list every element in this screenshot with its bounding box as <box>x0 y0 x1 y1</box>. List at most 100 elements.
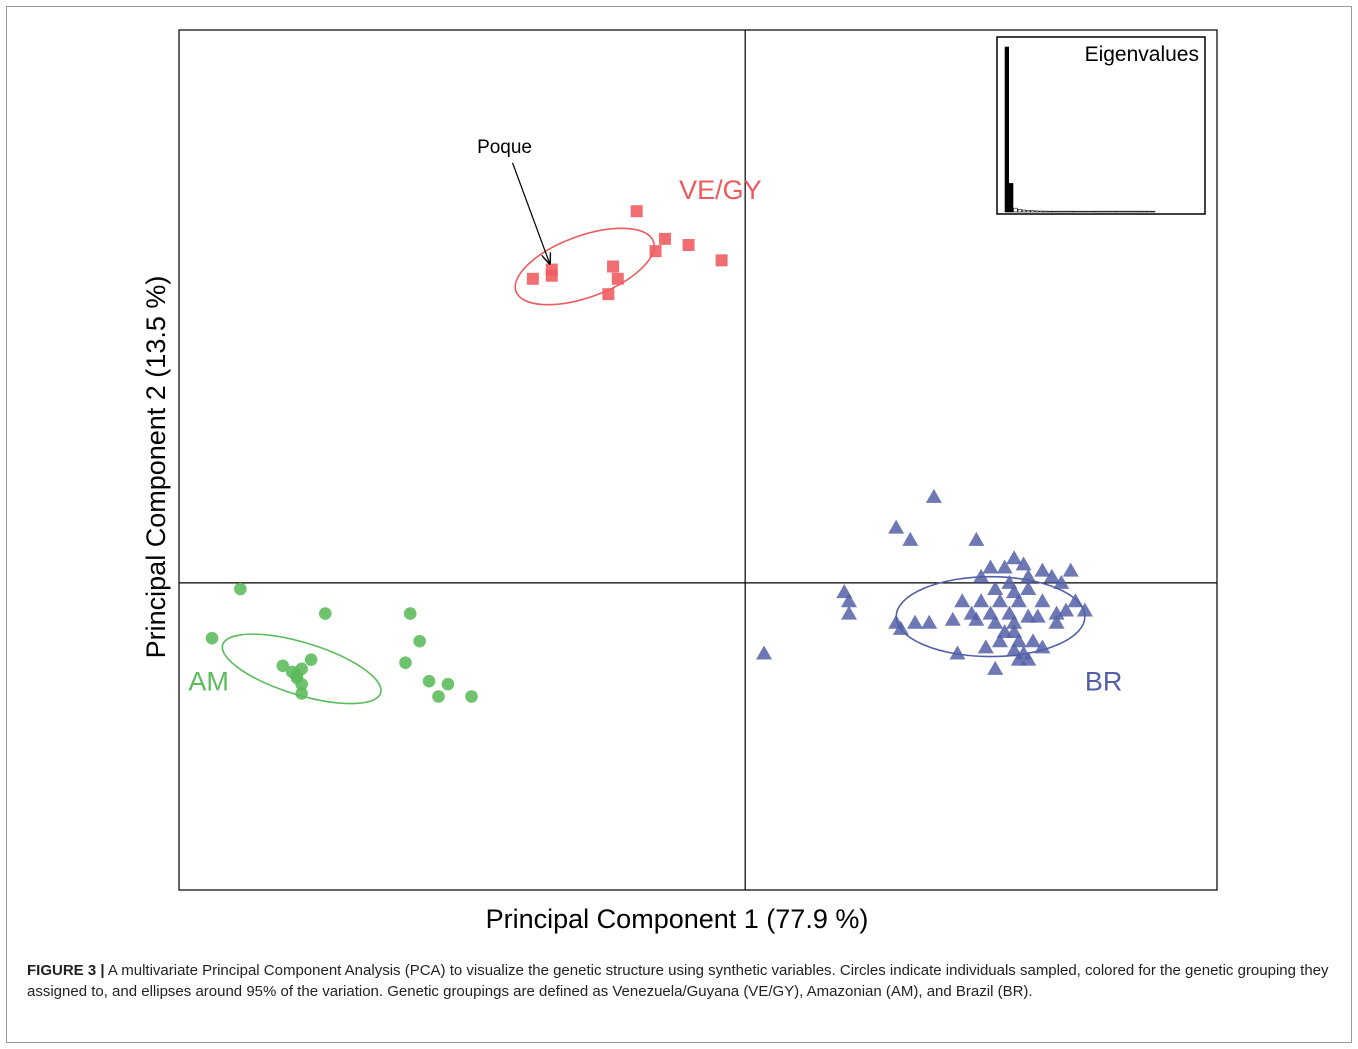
point-ve-gy-5 <box>715 254 728 267</box>
point-br-5 <box>1006 550 1023 565</box>
inset-title: Eigenvalues <box>1085 43 1199 66</box>
point-br-39 <box>1006 614 1023 629</box>
point-br-26 <box>1067 593 1084 608</box>
point-br-57 <box>756 645 773 660</box>
figure-frame: VE/GY AM BR Poque Eigenvalues Principal Comp… <box>6 6 1352 1043</box>
point-br-16 <box>987 581 1004 595</box>
caption-text: A multivariate Principal Component Analy… <box>27 962 1329 1000</box>
inset-bar-12 <box>1052 210 1057 213</box>
point-br-3 <box>902 531 919 546</box>
point-am-5 <box>413 634 426 648</box>
point-br-9 <box>1034 562 1051 577</box>
inset-bar-2 <box>1008 183 1014 213</box>
point-ve-gy-6 <box>607 260 620 273</box>
point-am-14 <box>422 674 436 688</box>
pca-plot: VE/GY AM BR Poque Eigenvalues Principal Comp… <box>141 29 1218 934</box>
point-br-25 <box>1034 593 1051 608</box>
point-br-23 <box>991 593 1008 608</box>
point-br-50 <box>977 639 994 654</box>
annotation-label-poque: Poque <box>477 137 532 158</box>
point-br-35 <box>1029 608 1046 623</box>
point-br-13 <box>1043 568 1060 583</box>
inset-frame <box>996 36 1206 215</box>
ellipse-ve-gy <box>514 227 656 306</box>
inset-bar-26 <box>1112 210 1117 213</box>
point-br-47 <box>991 633 1008 648</box>
point-am-1 <box>234 582 247 596</box>
inset-bar-20 <box>1086 210 1091 213</box>
point-br-37 <box>968 611 985 626</box>
point-ve-gy-4 <box>649 245 662 258</box>
point-ve-gy-11 <box>602 288 615 301</box>
inset-bar-22 <box>1095 210 1100 213</box>
inset-bar-4 <box>1017 209 1022 213</box>
point-br-22 <box>973 593 990 608</box>
inset-bar-6 <box>1026 210 1031 213</box>
point-br-44 <box>892 620 909 635</box>
point-br-4 <box>968 531 985 546</box>
x-axis-title: Principal Component 1 (77.9 %) <box>486 904 869 934</box>
point-br-54 <box>949 645 966 660</box>
inset-bar-33 <box>1142 210 1147 213</box>
inset-bar-7 <box>1030 210 1035 213</box>
point-br-20 <box>840 593 857 608</box>
group-label-am: AM <box>188 666 229 696</box>
point-ve-gy-2 <box>658 232 671 245</box>
inset-bar-18 <box>1077 210 1083 213</box>
point-br-24 <box>1010 593 1027 608</box>
point-br-52 <box>1034 639 1051 654</box>
point-am-13 <box>295 677 308 691</box>
point-am-17 <box>432 690 445 703</box>
point-br-49 <box>1024 633 1041 648</box>
inset-bar-1 <box>1004 46 1009 213</box>
point-am-18 <box>465 690 478 703</box>
point-br-21 <box>954 593 971 608</box>
point-ve-gy-9 <box>611 272 624 285</box>
point-br-11 <box>973 568 990 583</box>
point-ve-gy-10 <box>526 272 539 285</box>
figure-caption: FIGURE 3 | A multivariate Principal Comp… <box>27 960 1347 1002</box>
point-br-15 <box>1053 574 1070 589</box>
point-br-30 <box>840 605 857 620</box>
point-ve-gy-3 <box>682 239 695 251</box>
point-am-4 <box>205 631 219 645</box>
point-br-1 <box>925 488 942 503</box>
inset-bar-19 <box>1082 210 1087 213</box>
point-br-6 <box>982 559 999 574</box>
inset-bar-10 <box>1043 210 1048 213</box>
point-br-56 <box>1020 651 1037 666</box>
inset-bar-32 <box>1138 210 1143 213</box>
point-br-42 <box>921 614 938 629</box>
group-label-br: BR <box>1085 666 1123 696</box>
inset-bar-3 <box>1013 207 1018 213</box>
inset-bar-28 <box>1120 210 1126 213</box>
inset-bar-8 <box>1034 210 1040 213</box>
inset-bar-5 <box>1021 209 1027 213</box>
point-am-6 <box>304 653 318 666</box>
ellipse-am <box>221 633 382 705</box>
point-br-36 <box>944 611 961 626</box>
point-am-15 <box>441 677 455 691</box>
annotation-arrow <box>511 162 550 264</box>
inset-bar-24 <box>1103 210 1108 213</box>
inset-bar-23 <box>1099 210 1104 213</box>
point-br-38 <box>987 614 1004 629</box>
point-br-28 <box>1076 602 1093 617</box>
inset-bar-30 <box>1129 210 1134 213</box>
inset-bar-11 <box>1047 210 1052 213</box>
inset-bar-15 <box>1064 210 1070 213</box>
plot-frame <box>178 29 1218 891</box>
point-am-8 <box>276 659 290 673</box>
point-br-43 <box>1048 614 1065 629</box>
point-am-7 <box>399 656 412 670</box>
figure-label: FIGURE 3 | <box>27 962 105 979</box>
inset-bar-29 <box>1125 210 1130 213</box>
inset-bar-27 <box>1116 210 1121 213</box>
point-am-16 <box>295 687 308 700</box>
inset-bar-14 <box>1060 210 1065 213</box>
inset-bar-17 <box>1073 210 1078 213</box>
inset-bar-9 <box>1039 210 1044 213</box>
inset-bar-34 <box>1146 210 1151 213</box>
y-axis-title: Principal Component 2 (13.5 %) <box>141 276 171 659</box>
point-br-29 <box>1048 605 1065 620</box>
